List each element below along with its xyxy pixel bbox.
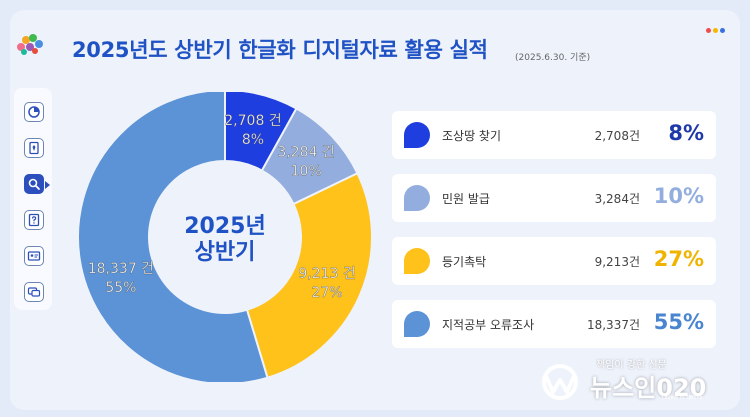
document-tie-icon (29, 141, 39, 155)
slice-percent-label: 55% (105, 280, 136, 296)
donut-slice (77, 92, 269, 382)
legend-label: 민원 발급 (442, 192, 490, 206)
page-subtitle-date: (2025.6.30. 기준) (515, 53, 591, 63)
watermark-name: 뉴스인020 (590, 374, 707, 402)
donut-slice (245, 171, 373, 379)
legend-percent: 55% (653, 310, 704, 334)
news-watermark: 책임이 강한 신문 뉴스인020 Online to Offline (534, 352, 744, 406)
page-title: 2025년도 상반기 한글화 디지털자료 활용 실적 (72, 38, 488, 62)
legend-label: 지적공부 오류조사 (442, 318, 535, 332)
legend-percent: 27% (653, 247, 704, 271)
legend-label: 등기촉탁 (442, 255, 487, 269)
slice-percent-label: 27% (311, 285, 342, 301)
search-icon (28, 178, 40, 190)
sidebar-document-button[interactable] (24, 138, 44, 158)
legend-count: 9,213건 (594, 255, 640, 269)
legend-row: 민원 발급 3,284건 10% (392, 174, 716, 222)
window-dot-red[interactable] (706, 28, 711, 33)
slice-value-label: 3,284 건 (277, 145, 334, 161)
legend-marker-icon (404, 122, 430, 148)
legend-marker-icon (404, 185, 430, 211)
sidebar-pie-chart-button[interactable] (24, 102, 44, 122)
legend-percent: 10% (653, 184, 704, 208)
sidebar-help-button[interactable] (24, 210, 44, 230)
donut-center-label: 상반기 (195, 240, 256, 265)
slice-value-label: 9,213 건 (298, 266, 355, 282)
slice-percent-label: 10% (291, 164, 322, 180)
slice-percent-label: 8% (242, 132, 264, 148)
sidebar-id-card-button[interactable] (24, 246, 44, 266)
donut-chart: 2,708 건 8% 3,284 건 10% 9,213 건 27% 18,337 건 55%… (77, 92, 373, 382)
legend-marker-icon (404, 311, 430, 337)
sidebar-chat-button[interactable] (24, 282, 44, 302)
legend-row: 조상땅 찾기 2,708건 8% (392, 111, 716, 159)
watermark-sub: Online to Offline (662, 395, 703, 401)
chat-bubbles-icon (27, 287, 41, 297)
help-document-icon (28, 213, 40, 227)
legend-count: 2,708건 (594, 129, 640, 143)
legend-label: 조상땅 찾기 (442, 129, 502, 143)
slice-value-label: 18,337 건 (88, 261, 154, 277)
legend-row: 등기촉탁 9,213건 27% (392, 237, 716, 285)
window-dot-yellow[interactable] (713, 28, 718, 33)
legend-percent: 8% (668, 121, 704, 145)
logo-icon (17, 34, 43, 58)
sidebar-search-button[interactable] (24, 174, 50, 194)
slice-value-label: 2,708 건 (224, 113, 281, 129)
legend-row: 지적공부 오류조사 18,337건 55% (392, 300, 716, 348)
legend-marker-icon (404, 248, 430, 274)
news-logo-icon (542, 364, 578, 400)
sidebar (14, 88, 52, 310)
pie-chart-icon (28, 106, 40, 118)
legend-count: 18,337건 (586, 318, 640, 332)
id-card-icon (27, 251, 41, 261)
legend-count: 3,284건 (594, 192, 640, 206)
window-controls (706, 18, 727, 37)
donut-center-label: 2025년 (184, 214, 265, 239)
watermark-tagline: 책임이 강한 신문 (596, 360, 667, 371)
window-dot-blue[interactable] (720, 28, 725, 33)
